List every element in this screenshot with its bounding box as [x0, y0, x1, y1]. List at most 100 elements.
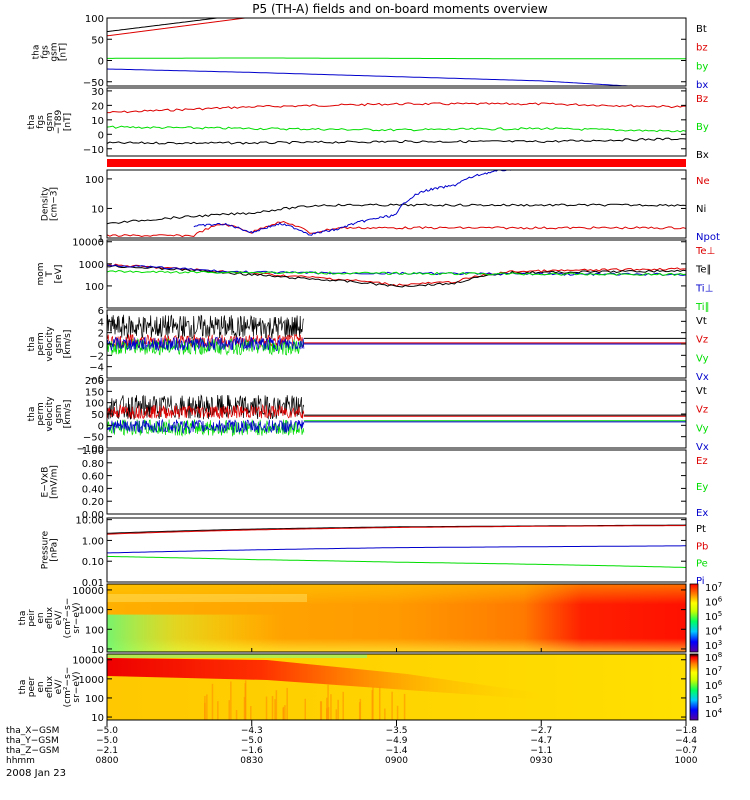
- y-axis-label: eV/: [54, 679, 64, 695]
- heatmap-streak: [327, 684, 329, 720]
- tick-label: 100: [85, 175, 104, 186]
- panel-frame: [106, 17, 687, 87]
- y-axis-label: sr−eV): [72, 602, 82, 633]
- legend-Vy: Vy: [696, 353, 709, 364]
- legend-Bt: Bt: [696, 24, 707, 35]
- y-axis-label: −T89: [54, 109, 64, 134]
- x-tick-label: −4.9: [386, 736, 408, 746]
- legend-bz: bz: [696, 43, 708, 54]
- y-axis-label: velocity: [45, 396, 55, 432]
- heatmap-streak: [206, 694, 208, 720]
- y-axis-label: (cm²−s−: [63, 598, 73, 639]
- series-Ne: [107, 220, 686, 238]
- x-tick-label: 0930: [530, 756, 553, 766]
- heatmap-streak: [243, 696, 246, 720]
- colorbar-label: 104: [705, 707, 723, 720]
- colorbar: [689, 653, 699, 721]
- heatmap-topband: [107, 654, 367, 658]
- series-Vt-noise: [107, 314, 305, 340]
- series-Vz-noise: [107, 333, 305, 349]
- panel-body: [107, 102, 686, 145]
- legend-Pe: Pe: [696, 559, 708, 570]
- heatmap-streak: [250, 706, 252, 720]
- x-tick-label: −5.0: [96, 726, 118, 736]
- y-axis-label: tha: [27, 115, 37, 130]
- tick-label: 1: [98, 234, 104, 245]
- heatmap-streak: [282, 706, 285, 720]
- tick-label: 0.80: [82, 459, 104, 470]
- series-Te∥: [107, 264, 686, 288]
- x-row-label: hhmm: [6, 756, 35, 766]
- y-axis-label: [nPa]: [50, 538, 60, 561]
- panel-body: [107, 18, 686, 86]
- tick-label: 1.00: [82, 536, 104, 547]
- y-axis-label: fgs: [36, 115, 46, 129]
- tick-label: 10000: [72, 656, 104, 667]
- tick-label: 1000: [79, 606, 104, 617]
- separator-bar: [107, 159, 686, 167]
- x-tick-label: 1000: [675, 756, 698, 766]
- legend-Ey: Ey: [696, 482, 708, 493]
- tick-label: 1000: [79, 675, 104, 686]
- series-Ti⊥: [107, 264, 686, 277]
- y-axis-label: gsm: [54, 334, 64, 353]
- y-axis-label: eflux: [45, 606, 55, 629]
- date-label: 2008 Jan 23: [6, 768, 66, 779]
- panel-fgs_gsm: 100 50 0 −50 tha fgs gsm [nT] Bt bz by bx: [32, 14, 709, 91]
- series-bx: [107, 68, 637, 86]
- tick-label: 100: [85, 694, 104, 705]
- x-tick-label: 0800: [96, 756, 119, 766]
- y-axis-label: T: [45, 271, 55, 278]
- heatmap-streak: [217, 701, 219, 720]
- heatmap-streak: [204, 696, 206, 720]
- series-Ni: [107, 203, 686, 225]
- x-row-label: tha_Z−GSM: [6, 746, 59, 756]
- panel-frame: [106, 169, 687, 239]
- heatmap-streak: [319, 701, 322, 720]
- panel-body: [107, 524, 686, 568]
- tick-label: 0.01: [82, 578, 104, 589]
- panel-body: [107, 654, 686, 720]
- y-axis-label: gsm: [50, 42, 60, 61]
- tick-label: 10.00: [75, 516, 104, 527]
- legend-Vz: Vz: [696, 405, 708, 416]
- y-axis-label: tha: [18, 611, 28, 626]
- y-axis-label: velocity: [45, 326, 55, 362]
- tick-label: 200: [85, 376, 104, 387]
- x-tick-label: −5.0: [241, 736, 263, 746]
- x-tick-label: −1.4: [386, 746, 408, 756]
- legend-Ne: Ne: [696, 176, 710, 187]
- heatmap-streak: [304, 698, 307, 720]
- panel-body: [107, 584, 686, 652]
- panel-peir_en_eflux: 10000 1000 100 10 tha peir en eflux eV/(cm²−s− sr…: [18, 581, 723, 656]
- tick-label: 0.60: [82, 472, 104, 483]
- heatmap-streak: [327, 707, 330, 720]
- y-axis-label: (cm²−s−: [63, 667, 73, 708]
- tick-label: 100: [85, 625, 104, 636]
- panel-frame: [106, 517, 687, 583]
- legend-Ti⊥: Ti⊥: [695, 283, 713, 294]
- series-Vy-noise: [107, 419, 305, 437]
- x-tick-label: −4.7: [530, 736, 552, 746]
- y-axis-label: tha: [27, 407, 37, 422]
- heatmap-band: [107, 594, 307, 602]
- series-Vx-noise: [107, 336, 305, 352]
- panel-pressure: 10.00 1.00 0.10 0.01 Pressure [nPa] Pt Pb Pe Pi: [41, 516, 709, 589]
- series-Bt: [107, 18, 222, 33]
- y-axis-label: tha: [27, 337, 37, 352]
- y-axis-label: tha: [32, 45, 42, 60]
- tick-label: 50: [91, 410, 104, 421]
- heatmap-streak: [337, 699, 339, 720]
- heatmap-streak: [326, 697, 328, 720]
- colorbar-label: 107: [705, 665, 722, 678]
- y-axis-label: [nT]: [63, 113, 73, 131]
- colorbar-label: 105: [705, 610, 722, 623]
- tick-label: −2: [89, 351, 104, 362]
- heatmap-streak: [284, 705, 286, 720]
- tick-label: 0.10: [82, 557, 104, 568]
- chart-title: P5 (TH-A) fields and on-board moments ov…: [252, 2, 548, 16]
- x-tick-label: −4.3: [241, 726, 263, 736]
